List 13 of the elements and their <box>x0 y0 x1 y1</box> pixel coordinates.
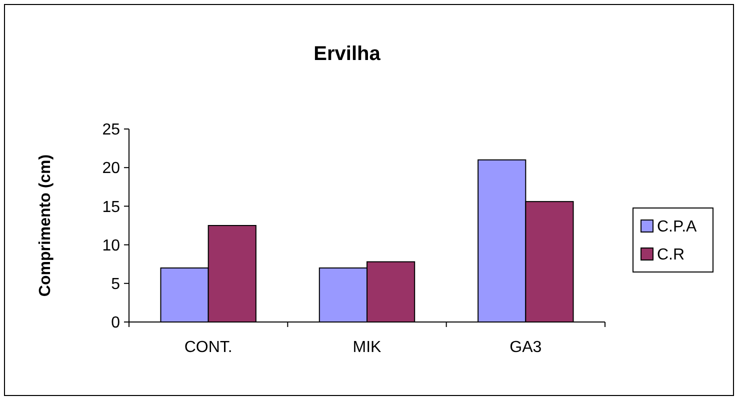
y-axis-title: Comprimento (cm) <box>37 154 54 297</box>
y-tick-label: 15 <box>102 198 120 216</box>
y-tick-label: 5 <box>111 276 120 293</box>
y-tick-label: 10 <box>102 237 120 254</box>
x-tick-label: MIK <box>352 339 382 356</box>
chart-title: Ervilha <box>314 43 382 65</box>
y-tick-label: 0 <box>111 314 120 332</box>
y-tick-label: 20 <box>102 160 120 178</box>
y-tick-label: 25 <box>102 122 120 139</box>
x-tick-label: CONT. <box>184 339 232 356</box>
x-tick-label: GA3 <box>510 339 542 356</box>
legend-label: C.P.A <box>657 218 698 236</box>
legend-label: C.R <box>657 246 685 264</box>
